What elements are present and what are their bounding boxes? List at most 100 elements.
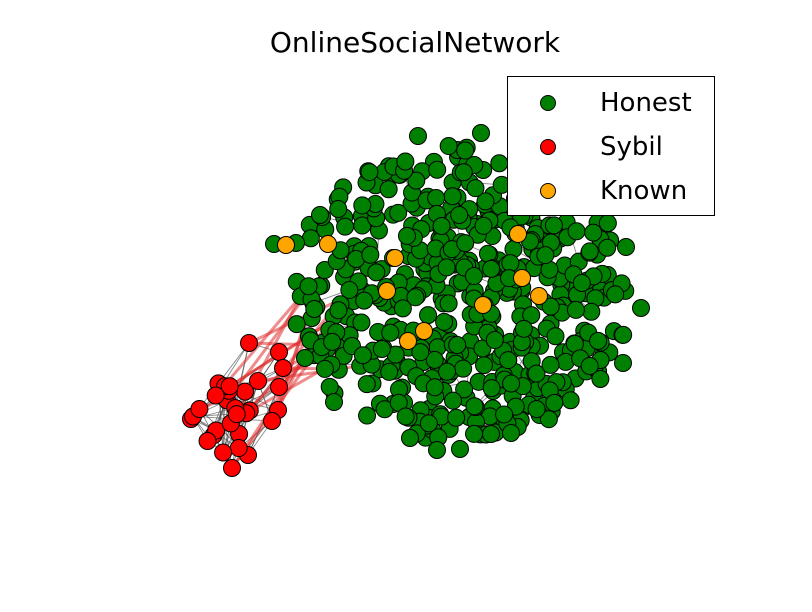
sybil-node [240,334,258,352]
honest-node [454,163,473,182]
honest-node [465,424,484,443]
honest-node [427,189,446,208]
honest-node [502,374,521,393]
legend-marker-known [540,183,556,199]
sybil-nodes [182,334,292,477]
honest-node [389,203,408,222]
honest-node [352,313,371,332]
honest-node [580,242,599,261]
honest-node [614,325,633,344]
sybil-node [274,359,292,377]
honest-node [544,216,563,235]
known-nodes [277,225,548,350]
sybil-node [263,412,281,430]
known-node [509,225,527,243]
honest-node [437,258,456,277]
honest-node [381,323,400,342]
honest-node [396,152,415,171]
honest-node [572,274,591,293]
honest-node [546,327,565,346]
legend-entry-sybil: Sybil [508,129,714,169]
honest-node [438,362,457,381]
honest-node [464,267,483,286]
honest-node [584,223,603,242]
honest-node [482,425,500,443]
honest-node [527,400,546,419]
honest-node [299,277,318,296]
known-node [474,296,492,314]
honest-node [393,299,412,318]
honest-node [428,441,446,459]
sybil-node [190,400,209,419]
honest-node [315,359,334,378]
sybil-node [249,372,267,390]
known-node [386,249,404,267]
sybil-node [220,377,239,396]
legend-entry-known: Known [508,173,714,213]
honest-node [361,245,380,264]
honest-node [419,306,438,325]
honest-node [450,205,469,224]
honest-node [443,187,462,206]
honest-node [472,124,490,142]
honest-node [451,440,469,458]
honest-node [580,357,599,376]
honest-node [566,300,585,319]
known-node [277,236,295,254]
sybil-node [223,459,241,477]
sybil-node [270,378,288,396]
honest-node [502,424,520,442]
honest-node [320,377,339,396]
sybil-node [229,439,248,458]
honest-node [589,331,608,350]
honest-node [432,216,451,235]
honest-node [474,216,493,235]
sybil-node [270,343,288,361]
honest-node [475,356,494,375]
sybil-node [236,382,255,401]
honest-node [428,160,447,179]
legend: Honest Sybil Known [507,76,715,216]
honest-node [305,299,324,318]
honest-node [425,350,444,369]
honest-node [539,410,558,429]
honest-node [476,192,495,211]
honest-node [499,351,518,370]
honest-node [561,391,580,410]
honest-node [614,354,632,372]
honest-node [409,127,427,145]
honest-node [447,408,466,427]
honest-node [411,343,430,362]
honest-node [606,285,625,304]
honest-node [425,378,444,397]
honest-node [372,339,391,358]
honest-node [527,364,546,383]
honest-node [357,375,376,394]
honest-node [485,331,504,350]
honest-node [632,299,650,317]
honest-node [353,346,372,365]
sybil-node [214,443,233,462]
honest-node [435,312,454,331]
known-node [378,282,396,300]
honest-node [439,294,458,313]
honest-node [353,196,372,215]
honest-node [598,214,617,233]
legend-marker-sybil [540,139,556,155]
honest-node [456,141,475,160]
honest-node [315,261,334,280]
honest-node [454,359,473,378]
honest-node [598,238,617,257]
honest-node [419,414,438,433]
honest-node [329,200,348,219]
honest-node [456,234,475,253]
honest-node [466,179,485,198]
honest-node [617,238,635,256]
honest-node [379,180,398,199]
honest-node [522,306,541,325]
honest-node [490,154,509,173]
legend-marker-honest [540,95,556,111]
honest-node [545,393,564,412]
honest-node [495,405,514,424]
known-node [513,269,531,287]
